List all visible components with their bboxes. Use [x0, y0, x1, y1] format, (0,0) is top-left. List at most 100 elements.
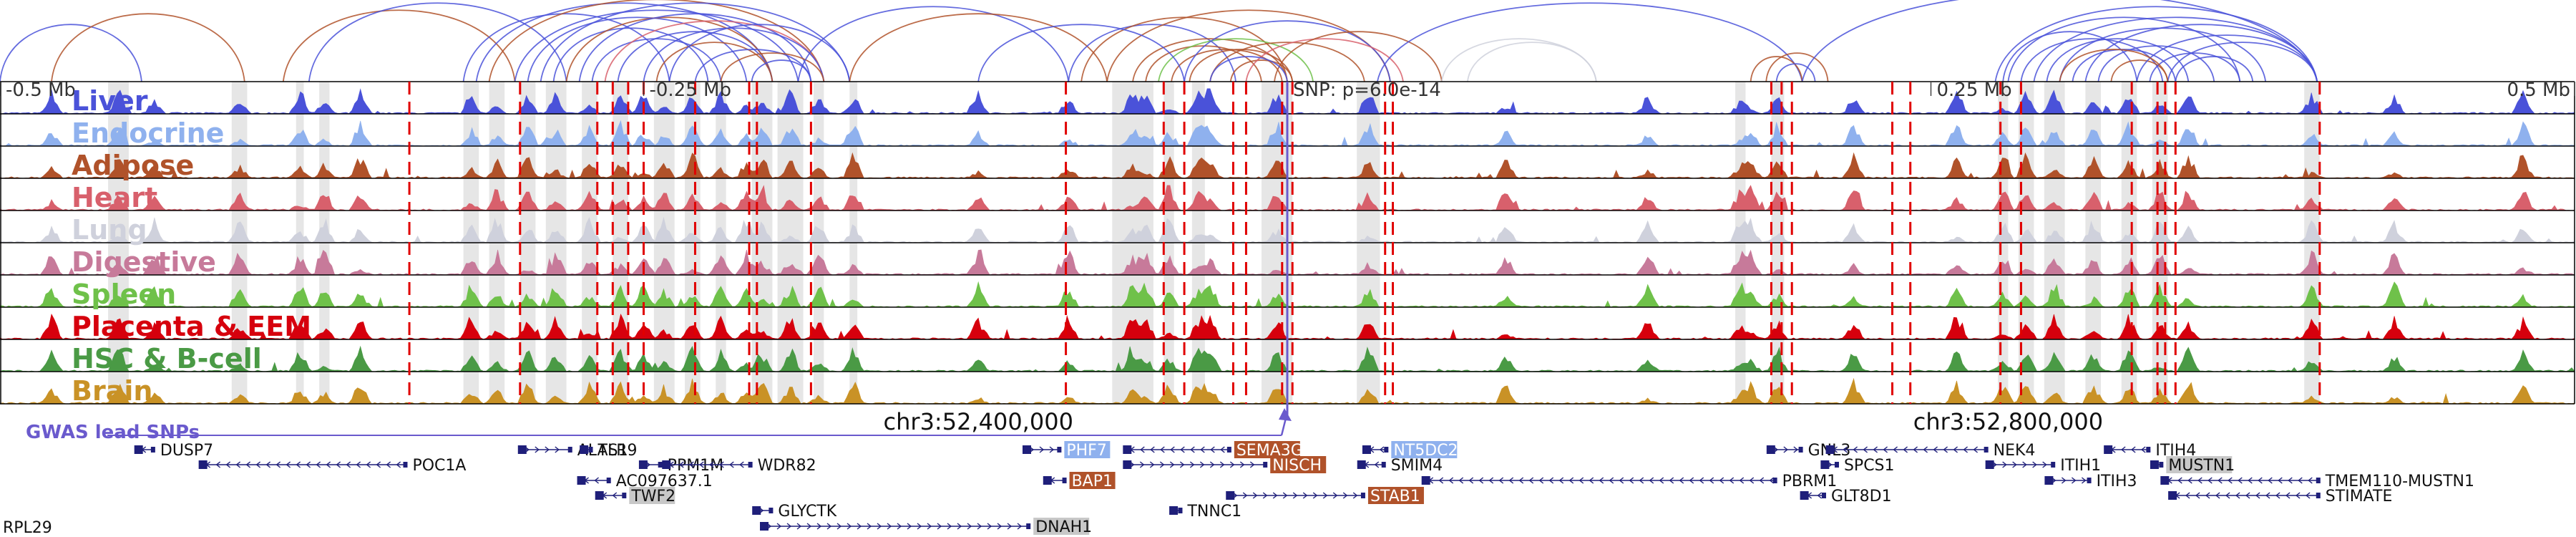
strand-chevron: [1190, 446, 1195, 453]
gene-tnnc1: TNNC1: [1169, 503, 1241, 521]
strand-chevron: [1649, 477, 1654, 484]
strand-chevron: [1468, 477, 1474, 484]
exon: [580, 445, 589, 454]
strand-chevron: [2177, 477, 2182, 484]
strand-chevron: [275, 461, 281, 468]
strand-chevron: [555, 446, 560, 453]
interaction-arc: [1994, 6, 2318, 82]
interaction-arc: [1467, 42, 1597, 82]
exon: [2051, 462, 2056, 468]
strand-chevron: [2255, 492, 2260, 499]
strand-chevron: [2308, 477, 2313, 484]
gene-label: SMIM4: [1391, 457, 1443, 475]
interaction-arc: [2059, 27, 2267, 82]
exon: [1985, 460, 1994, 469]
exon: [1123, 460, 1132, 469]
strand-chevron: [1488, 477, 1494, 484]
interaction-arc: [2136, 34, 2318, 82]
strand-chevron: [1883, 446, 1888, 453]
track-label: Spleen: [72, 279, 176, 310]
strand-chevron: [776, 523, 782, 530]
interaction-arc: [475, 2, 774, 82]
exon: [577, 476, 586, 485]
strand-chevron: [1039, 446, 1045, 453]
strand-chevron: [1159, 461, 1165, 468]
strand-chevron: [877, 523, 882, 530]
gene-stab1: STAB1: [1226, 487, 1424, 505]
exon: [1772, 478, 1777, 483]
strand-chevron: [1817, 492, 1823, 499]
strand-chevron: [1017, 523, 1023, 530]
strand-chevron: [2285, 492, 2290, 499]
exon: [1178, 508, 1183, 513]
gene-nek4: NEK4: [1825, 442, 2035, 460]
strand-chevron: [987, 523, 992, 530]
exon: [2146, 447, 2151, 453]
strand-chevron: [1793, 446, 1798, 453]
interaction-arc: [1184, 20, 1391, 82]
exon: [2316, 478, 2321, 483]
strand-chevron: [1220, 446, 1225, 453]
strand-chevron: [612, 492, 618, 499]
strand-chevron: [796, 523, 802, 530]
exon: [567, 447, 572, 453]
interaction-arc: [643, 27, 825, 82]
gene-bap1: BAP1: [1043, 472, 1116, 490]
gene-label: ITIH3: [2097, 473, 2137, 490]
strand-chevron: [1200, 446, 1205, 453]
strand-chevron: [887, 523, 892, 530]
strand-chevron: [1342, 492, 1348, 499]
strand-chevron: [997, 523, 1002, 530]
axis-tick-label: -0.5 Mb: [6, 79, 76, 101]
gene-highlight: [629, 487, 675, 504]
exon: [1821, 493, 1826, 498]
strand-chevron: [1933, 446, 1938, 453]
gene-label: POC1A: [412, 457, 466, 475]
strand-chevron: [1659, 477, 1664, 484]
gene-label: WDR82: [758, 457, 816, 475]
gene-label: DUSP7: [160, 442, 213, 460]
snp-pvalue-label: SNP: p=6.0e-14: [1293, 79, 1441, 101]
strand-chevron: [2245, 492, 2250, 499]
strand-chevron: [1379, 446, 1385, 453]
strand-chevron: [1609, 477, 1614, 484]
strand-chevron: [2187, 477, 2192, 484]
strand-chevron: [1478, 477, 1484, 484]
strand-chevron: [1219, 461, 1225, 468]
gene-itih3: ITIH3: [2044, 473, 2137, 490]
interaction-arc: [1068, 24, 1236, 82]
gene-glt8d1: GLT8D1: [1800, 488, 1892, 505]
strand-chevron: [1548, 477, 1554, 484]
interaction-arc: [2007, 16, 2241, 82]
strand-chevron: [1150, 446, 1155, 453]
gene-label: STIMATE: [2326, 488, 2393, 505]
gene-poc1a: POC1A: [198, 457, 466, 475]
strand-chevron: [594, 477, 599, 484]
track-label: HSC & B-cell: [72, 343, 262, 374]
edge-gene-label: RPL29: [3, 519, 52, 537]
exon: [595, 491, 604, 500]
interaction-arc: [2020, 38, 2164, 82]
strand-chevron: [1619, 477, 1624, 484]
interaction-arc: [2149, 52, 2241, 82]
interaction-arc: [1765, 52, 1829, 82]
interaction-arc: [617, 31, 774, 82]
strand-chevron: [1374, 461, 1380, 468]
strand-chevron: [255, 461, 261, 468]
track-label: Digestive: [72, 246, 216, 278]
strand-chevron: [2141, 446, 2146, 453]
gene-nisch: NISCH: [1123, 456, 1327, 475]
strand-chevron: [2258, 477, 2263, 484]
strand-chevron: [1209, 461, 1215, 468]
strand-chevron: [729, 461, 734, 468]
gene-label: BAP1: [1072, 473, 1113, 490]
strand-chevron: [296, 461, 301, 468]
snp-lines: [408, 82, 2321, 404]
exon: [622, 493, 627, 498]
strand-chevron: [719, 461, 724, 468]
exon: [1766, 445, 1775, 454]
strand-chevron: [1239, 461, 1245, 468]
exon: [1026, 523, 1031, 529]
strand-chevron: [1689, 477, 1694, 484]
